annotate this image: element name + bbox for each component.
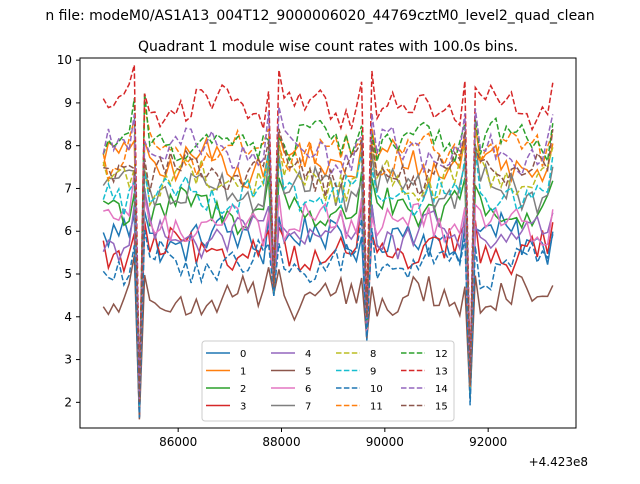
series-line-9 [102,149,554,407]
series-line-6 [103,172,554,413]
plot-frame [79,57,577,429]
legend-label-15: 15 [435,402,448,413]
y-tick-label: 6 [64,224,72,238]
x-offset-label: +4.423e8 [529,455,588,469]
legend-label-4: 4 [305,349,311,360]
x-tick-label: 90000 [366,435,404,449]
series-line-3 [102,201,554,418]
y-tick-label: 10 [57,53,72,67]
series-line-15 [103,128,554,403]
legend-label-7: 7 [305,402,311,413]
x-tick-label: 86000 [159,435,197,449]
legend-label-5: 5 [305,367,311,378]
legend-label-3: 3 [240,402,246,413]
chart-title: Quadrant 1 module wise count rates with … [138,39,518,55]
y-tick-label: 7 [64,181,72,195]
y-tick-label: 3 [64,353,72,367]
series-line-4 [102,189,554,415]
series-line-12 [102,92,554,399]
series-line-2 [102,171,554,412]
series-line-10 [102,219,554,418]
legend-label-14: 14 [435,384,448,395]
legend-label-1: 1 [240,367,246,378]
legend-label-2: 2 [240,384,246,395]
series-line-7 [102,144,554,407]
series-line-14 [102,106,554,400]
legend-label-0: 0 [240,349,246,360]
x-tick-label: 88000 [262,435,300,449]
x-tick-label: 92000 [469,435,507,449]
series-line-1 [102,124,554,405]
series-group [102,64,554,420]
y-tick-label: 9 [64,96,72,110]
legend-label-13: 13 [435,367,448,378]
legend-box [201,340,455,422]
y-tick-label: 8 [64,139,72,153]
y-tick-label: 4 [64,310,72,324]
legend-label-11: 11 [370,402,383,413]
series-line-8 [102,141,554,406]
series-line-5 [102,255,554,420]
legend-label-6: 6 [305,384,311,395]
y-tick-label: 2 [64,395,72,409]
series-line-0 [102,204,554,417]
legend-label-8: 8 [370,349,376,360]
y-tick-label: 5 [64,267,72,281]
series-line-11 [102,107,554,401]
legend-label-9: 9 [370,367,376,378]
legend-label-10: 10 [370,384,383,395]
plot-area [102,64,554,420]
figure-suptitle: n file: modeM0/AS1A13_004T12_9000006020_… [45,8,594,24]
legend-label-12: 12 [435,349,448,360]
